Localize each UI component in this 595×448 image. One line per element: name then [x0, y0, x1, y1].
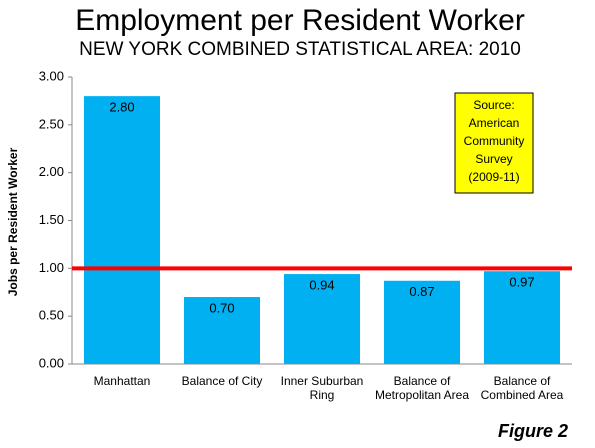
bar	[484, 271, 560, 364]
y-tick-label: 0.50	[39, 308, 64, 323]
x-tick-label: Inner Suburban Ring	[280, 374, 364, 402]
annotation-line: Source:	[473, 98, 514, 112]
value-label: 0.97	[509, 275, 534, 290]
annotation-box	[454, 92, 534, 194]
y-axis-label: Jobs per Resident Worker	[6, 147, 20, 296]
y-tick-label: 2.00	[39, 164, 64, 179]
annotation-line: Community	[464, 134, 525, 148]
bar	[84, 96, 160, 364]
y-tick-label: 0.00	[39, 355, 64, 370]
annotation-line: (2009-11)	[468, 170, 519, 184]
chart-subtitle: NEW YORK COMBINED STATISTICAL AREA: 2010	[79, 39, 521, 60]
y-tick-label: 1.00	[39, 260, 64, 275]
figure-label: Figure 2	[498, 421, 568, 441]
bar	[384, 280, 460, 364]
y-tick-label: 2.50	[39, 116, 64, 131]
y-tick-label: 3.00	[39, 68, 64, 83]
annotation-line: American	[469, 116, 520, 130]
value-label: 0.94	[309, 278, 334, 293]
value-label: 2.80	[109, 100, 134, 115]
x-tick-label: Manhattan	[93, 374, 151, 388]
value-label: 0.87	[409, 284, 434, 299]
value-label: 0.70	[209, 300, 234, 315]
bar	[184, 297, 260, 364]
x-tick-label: Balance of Combined Area	[480, 374, 564, 402]
y-tick-label: 1.50	[39, 212, 64, 227]
x-tick-label: Balance of Metropolitan Area	[374, 374, 470, 402]
chart-title: Employment per Resident Worker	[75, 4, 525, 37]
x-tick-label: Balance of City	[181, 374, 263, 388]
annotation-line: Survey	[475, 152, 512, 166]
bar	[284, 274, 360, 364]
